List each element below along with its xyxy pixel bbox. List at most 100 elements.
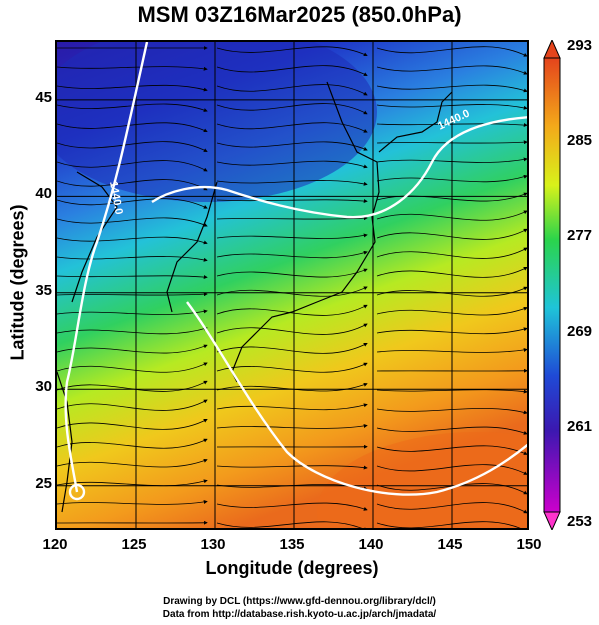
- streamline: [376, 306, 527, 316]
- colorbar-tick-label: 269: [567, 322, 593, 340]
- streamline: [57, 84, 208, 92]
- streamline: [216, 382, 368, 392]
- colorbar-tick-label: 253: [567, 513, 593, 530]
- streamline: [216, 141, 368, 151]
- streamline: [57, 419, 208, 430]
- x-tick-label: 140: [358, 536, 384, 553]
- colorbar-min-arrow: [543, 511, 561, 530]
- warm-air-mass: [317, 432, 527, 528]
- streamline: [376, 192, 527, 202]
- colorbar-max-arrow: [543, 40, 561, 59]
- streamline: [216, 423, 368, 429]
- streamline: [57, 399, 208, 411]
- colorbar-tick-label: 261: [567, 417, 593, 435]
- streamline: [376, 210, 527, 221]
- streamline: [57, 217, 208, 227]
- y-axis-label: Latitude (degrees): [7, 204, 28, 361]
- coastlines: [57, 81, 453, 513]
- y-tick-label: 35: [35, 281, 52, 299]
- streamline: [216, 323, 368, 335]
- streamline: [216, 180, 368, 186]
- streamline: [216, 122, 368, 133]
- x-tick-label: 120: [42, 536, 68, 553]
- streamline: [216, 465, 368, 470]
- streamline: [216, 286, 368, 297]
- streamline: [376, 140, 527, 145]
- credit-data: Data from http://database.rish.kyoto-u.a…: [162, 609, 437, 620]
- colorbar: [543, 40, 561, 530]
- streamline: [376, 464, 527, 475]
- y-tick-label: 30: [35, 378, 52, 396]
- streamline: [216, 304, 368, 316]
- streamline: [376, 327, 527, 335]
- streamline: [57, 438, 208, 449]
- streamline: [376, 521, 521, 528]
- chart-title: MSM 03Z16Mar2025 (850.0hPa): [137, 2, 462, 27]
- streamline: [216, 216, 368, 221]
- streamline: [216, 502, 368, 511]
- streamline: [216, 103, 368, 115]
- streamline: [57, 179, 208, 191]
- colorbar-tick-label: 285: [567, 132, 593, 150]
- streamline: [216, 160, 368, 169]
- streamline: [216, 84, 368, 96]
- streamline: [376, 347, 527, 353]
- streamline: [57, 236, 208, 245]
- streamline: [57, 326, 208, 335]
- streamline: [376, 228, 527, 240]
- streamline: [216, 343, 368, 354]
- colorbar-tick-label: 277: [567, 227, 593, 245]
- y-tick-label: 25: [35, 474, 52, 492]
- streamline: [376, 445, 527, 455]
- wind-streamlines: [57, 46, 527, 528]
- streamline: [57, 275, 208, 280]
- streamline: [57, 160, 208, 172]
- map-svg: [57, 42, 527, 528]
- streamline: [376, 483, 527, 495]
- y-tick-label: 40: [35, 185, 52, 203]
- credit-drawing: Drawing by DCL (https://www.gfd-dennou.o…: [163, 596, 436, 607]
- colorbar-gradient: [543, 57, 561, 513]
- streamline: [376, 46, 527, 57]
- streamline: [376, 502, 527, 514]
- streamline: [376, 104, 527, 110]
- x-tick-label: 145: [437, 536, 463, 553]
- streamline: [57, 122, 208, 133]
- streamline: [216, 199, 368, 204]
- x-tick-label: 135: [279, 536, 305, 553]
- streamline: [216, 403, 368, 411]
- streamline: [57, 141, 208, 152]
- streamline: [376, 426, 527, 435]
- x-tick-label: 130: [200, 536, 226, 553]
- colorbar-tick-label: 293: [567, 37, 593, 54]
- streamline: [376, 157, 527, 163]
- streamline: [57, 256, 208, 262]
- streamline: [57, 458, 208, 468]
- streamline: [57, 309, 208, 315]
- streamline: [57, 66, 208, 71]
- streamline: [376, 123, 527, 128]
- streamline: [376, 84, 527, 93]
- geopotential-contours: [64, 42, 527, 501]
- streamline: [57, 198, 208, 209]
- streamline: [376, 389, 527, 394]
- streamline: [216, 250, 368, 259]
- streamline: [376, 407, 527, 415]
- streamline: [216, 65, 368, 76]
- streamline: [57, 499, 208, 505]
- streamline: [376, 174, 527, 183]
- streamline: [376, 65, 527, 75]
- map-plot-area: 1440.0 1440.0: [55, 40, 529, 530]
- streamline: [376, 286, 527, 297]
- x-tick-label: 150: [516, 536, 542, 553]
- x-tick-label: 125: [121, 536, 147, 553]
- streamline: [216, 521, 368, 528]
- x-axis-label: Longitude (degrees): [205, 558, 379, 578]
- streamline: [376, 267, 527, 278]
- streamline: [216, 46, 368, 57]
- streamline: [216, 268, 368, 278]
- y-tick-label: 45: [35, 88, 52, 106]
- streamline: [216, 233, 368, 239]
- streamline: [376, 247, 527, 259]
- streamline: [57, 362, 208, 373]
